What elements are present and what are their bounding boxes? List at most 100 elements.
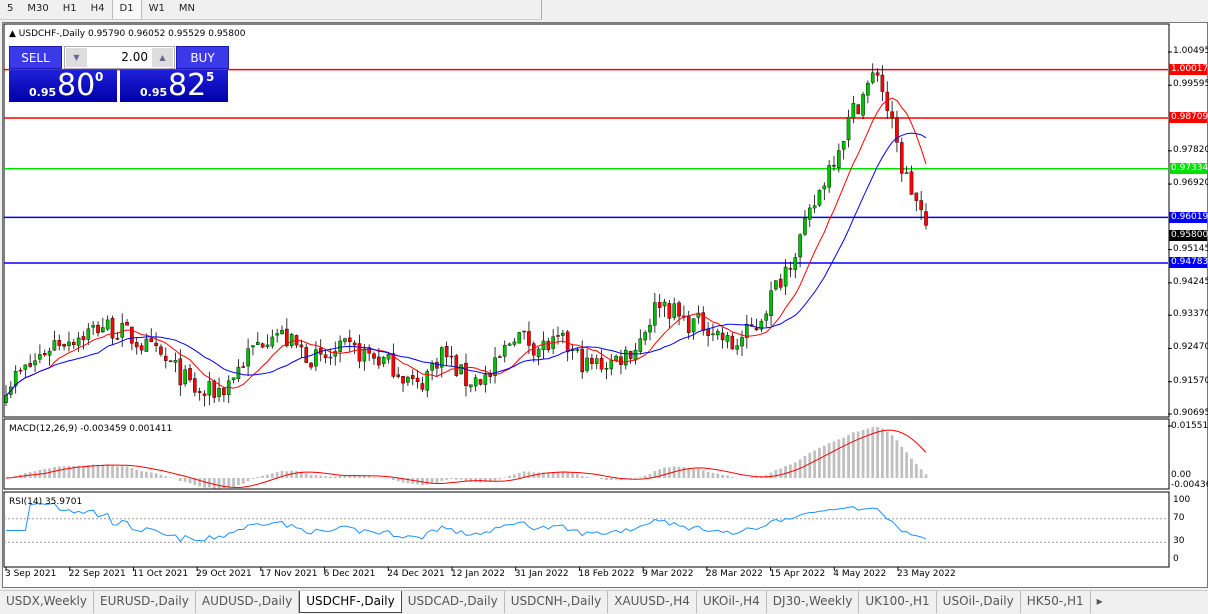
candle-body bbox=[502, 345, 507, 357]
candle-body bbox=[846, 116, 851, 141]
macd-histogram-bar bbox=[769, 472, 773, 478]
candle-body bbox=[435, 362, 439, 369]
candle-body bbox=[212, 380, 217, 398]
chart-tab[interactable]: UK100-,H1 bbox=[859, 591, 937, 613]
candle-body bbox=[115, 338, 120, 340]
macd-histogram-bar bbox=[832, 441, 836, 478]
macd-histogram-bar bbox=[53, 467, 56, 478]
time-axis-label: 17 Nov 2021 bbox=[259, 569, 318, 579]
buy-price[interactable]: 0.95 82 5 bbox=[120, 68, 228, 103]
candle-body bbox=[42, 353, 47, 356]
macd-label: MACD(12,26,9) -0.003459 0.001411 bbox=[9, 424, 173, 434]
macd-histogram-bar bbox=[667, 467, 671, 478]
timeframe-5[interactable]: 5 bbox=[7, 3, 14, 14]
candle-body bbox=[28, 363, 33, 367]
chart-window[interactable]: ▲ USDCHF-,Daily 0.95790 0.96052 0.95529 … bbox=[2, 22, 1208, 588]
candle-body bbox=[464, 362, 468, 387]
macd-histogram-bar bbox=[745, 477, 749, 478]
chart-tab[interactable]: AUDUSD-,Daily bbox=[196, 591, 300, 613]
candle-body bbox=[401, 375, 405, 384]
candle-body bbox=[720, 332, 725, 341]
lot-value[interactable]: 2.00 bbox=[121, 50, 148, 64]
candle-body bbox=[52, 340, 57, 351]
candle-body bbox=[715, 331, 720, 336]
macd-histogram-bar bbox=[851, 432, 855, 478]
level-price-tag: 0.94783 bbox=[1169, 257, 1208, 269]
timeframe-H1[interactable]: H1 bbox=[62, 3, 77, 14]
timeframe-toolbar: 5 M30 H1 H4 D1 W1 MN bbox=[0, 0, 542, 20]
chart-tab[interactable]: USDX,Weekly bbox=[0, 591, 94, 613]
macd-histogram-bar bbox=[701, 470, 705, 478]
buy-price-sup: 5 bbox=[206, 70, 215, 84]
candle-body bbox=[561, 333, 565, 336]
candle-body bbox=[546, 340, 551, 351]
candle-body bbox=[357, 343, 362, 362]
macd-axis-label: -0.00436 bbox=[1171, 480, 1208, 490]
macd-histogram-bar bbox=[338, 475, 342, 478]
candle-body bbox=[507, 343, 512, 346]
candle-body bbox=[241, 366, 246, 368]
tabs-scroll-right-icon[interactable]: ▸ bbox=[1096, 594, 1103, 608]
macd-histogram-bar bbox=[508, 475, 511, 478]
chart-canvas[interactable] bbox=[3, 23, 1208, 589]
candle-body bbox=[328, 356, 333, 359]
macd-histogram-bar bbox=[600, 478, 603, 480]
candle-body bbox=[420, 383, 425, 390]
chart-tab[interactable]: UKOil-,H4 bbox=[697, 591, 767, 613]
timeframe-M30[interactable]: M30 bbox=[27, 3, 49, 14]
macd-histogram-bar bbox=[885, 431, 889, 478]
candle-body bbox=[280, 329, 284, 335]
macd-histogram-bar bbox=[827, 443, 831, 478]
macd-histogram-bar bbox=[730, 477, 734, 478]
candle-body bbox=[904, 172, 909, 174]
lot-increase-icon[interactable]: ▲ bbox=[152, 48, 173, 67]
candle-body bbox=[222, 388, 226, 396]
chart-tab[interactable]: DJ30-,Weekly bbox=[767, 591, 860, 613]
chart-tab[interactable]: XAUUSD-,H4 bbox=[608, 591, 697, 613]
chart-tab[interactable]: USOil-,Daily bbox=[937, 591, 1021, 613]
sell-price[interactable]: 0.95 80 0 bbox=[9, 68, 117, 103]
chart-tab[interactable]: EURUSD-,Daily bbox=[94, 591, 196, 613]
macd-histogram-bar bbox=[483, 478, 487, 483]
macd-histogram-bar bbox=[96, 464, 100, 478]
moving-average-fast bbox=[5, 97, 927, 396]
candle-body bbox=[246, 348, 250, 367]
candle-body bbox=[33, 360, 37, 366]
candle-body bbox=[347, 337, 352, 342]
chart-tab[interactable]: USDCAD-,Daily bbox=[402, 591, 505, 613]
timeframe-MN[interactable]: MN bbox=[178, 3, 195, 14]
macd-signal-line bbox=[5, 429, 927, 488]
macd-histogram-bar bbox=[648, 473, 652, 478]
candle-body bbox=[410, 375, 415, 379]
price-axis-label: 0.91570 bbox=[1173, 375, 1208, 386]
candle-body bbox=[788, 268, 793, 270]
symbol-info: ▲ USDCHF-,Daily 0.95790 0.96052 0.95529 … bbox=[9, 29, 246, 39]
candle-body bbox=[144, 338, 149, 352]
candle-body bbox=[653, 302, 657, 326]
macd-histogram-bar bbox=[425, 478, 429, 485]
macd-histogram-bar bbox=[677, 466, 681, 478]
lot-size-input[interactable]: ▼ 2.00 ▲ bbox=[64, 46, 175, 69]
time-axis-label: 28 Mar 2022 bbox=[705, 569, 763, 579]
buy-button[interactable]: BUY bbox=[176, 46, 229, 69]
chart-tab[interactable]: HK50-,H1 bbox=[1021, 591, 1091, 613]
candle-body bbox=[769, 290, 773, 316]
sell-button[interactable]: SELL bbox=[9, 46, 62, 69]
macd-histogram-bar bbox=[212, 478, 216, 489]
candle-body bbox=[459, 364, 463, 375]
timeframe-H4[interactable]: H4 bbox=[90, 3, 105, 14]
lot-decrease-icon[interactable]: ▼ bbox=[66, 48, 87, 67]
macd-histogram-bar bbox=[115, 466, 119, 478]
macd-histogram-bar bbox=[241, 478, 245, 484]
chart-tab[interactable]: USDCHF-,Daily bbox=[299, 591, 402, 613]
candle-body bbox=[314, 349, 318, 367]
macd-histogram-bar bbox=[295, 471, 298, 478]
timeframe-W1[interactable]: W1 bbox=[148, 3, 165, 14]
timeframe-D1[interactable]: D1 bbox=[111, 0, 142, 19]
candle-body bbox=[62, 343, 66, 347]
chart-tab[interactable]: USDCNH-,Daily bbox=[505, 591, 609, 613]
macd-histogram-bar bbox=[658, 469, 662, 478]
macd-histogram-bar bbox=[881, 428, 884, 478]
candle-body bbox=[265, 344, 270, 348]
macd-histogram-bar bbox=[435, 478, 439, 483]
